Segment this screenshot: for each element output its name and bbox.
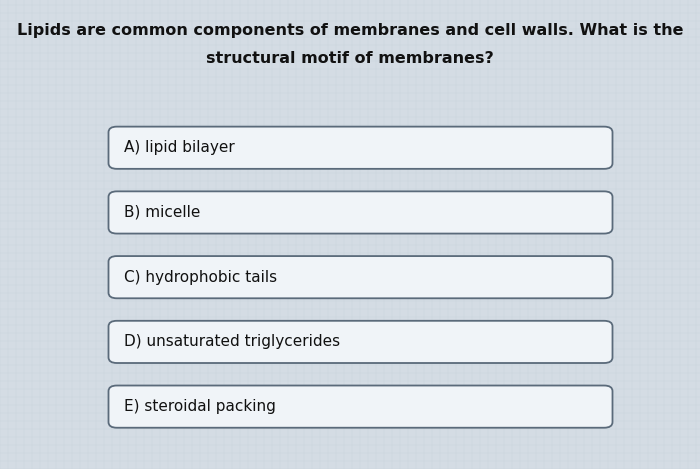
Text: E) steroidal packing: E) steroidal packing [124, 399, 276, 414]
Text: C) hydrophobic tails: C) hydrophobic tails [124, 270, 277, 285]
FancyBboxPatch shape [108, 321, 612, 363]
Text: structural motif of membranes?: structural motif of membranes? [206, 51, 494, 66]
FancyBboxPatch shape [108, 386, 612, 428]
Text: Lipids are common components of membranes and cell walls. What is the: Lipids are common components of membrane… [17, 23, 683, 38]
FancyBboxPatch shape [108, 127, 612, 169]
Text: B) micelle: B) micelle [124, 205, 200, 220]
Text: D) unsaturated triglycerides: D) unsaturated triglycerides [124, 334, 340, 349]
Text: A) lipid bilayer: A) lipid bilayer [124, 140, 234, 155]
FancyBboxPatch shape [108, 256, 612, 298]
FancyBboxPatch shape [108, 191, 612, 234]
